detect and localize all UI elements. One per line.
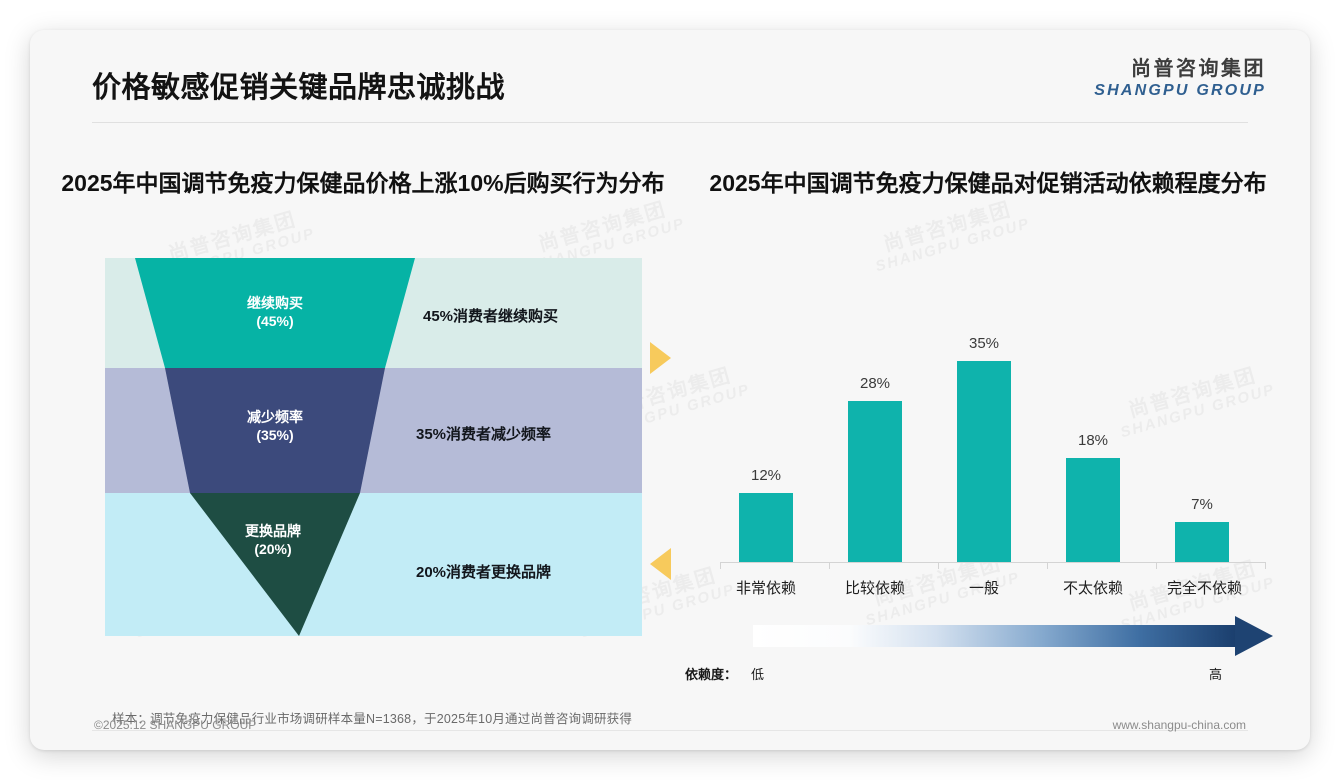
dependency-scale: 依赖度： 低 高 — [685, 616, 1285, 686]
funnel-band-3 — [105, 493, 642, 636]
bar-value-4: 18% — [1077, 432, 1109, 449]
funnel-band-text-3: 20%消费者更换品牌 — [416, 564, 552, 581]
gradient-arrow-icon — [753, 616, 1273, 656]
scale-high-label: 高 — [1209, 667, 1223, 682]
left-chart-title: 2025年中国调节免疫力保健品价格上涨10%后购买行为分布 — [61, 170, 665, 196]
slide-card: 尚普咨询集团 SHANGPU GROUP 尚普咨询集团 SHANGPU GROUP … — [30, 30, 1310, 750]
axis-tick — [720, 562, 721, 569]
right-chart-title: 2025年中国调节免疫力保健品对促销活动依赖程度分布 — [709, 170, 1267, 196]
brand-logo: 尚普咨询集团 SHANGPU GROUP — [1094, 58, 1266, 100]
bar-category-5: 完全不依赖 — [1166, 580, 1242, 597]
header-divider — [92, 122, 1248, 123]
sample-footnote: 样本：调节免疫力保健品行业市场调研样本量N=1368，于2025年10月通过尚普… — [112, 712, 633, 726]
footer-website[interactable]: www.shangpu-china.com — [1112, 718, 1246, 732]
axis-tick — [938, 562, 939, 569]
bar-value-2: 28% — [859, 375, 891, 392]
bar-chart-axis — [720, 562, 1265, 563]
funnel-segment-label-2: 减少频率 (35%) — [247, 409, 303, 444]
axis-tick — [1156, 562, 1157, 569]
funnel-band-text-2: 35%消费者减少频率 — [416, 426, 552, 443]
axis-tick — [829, 562, 830, 569]
bar-non-chang-yi-lai[interactable] — [739, 493, 793, 562]
marker-arrow-left-icon — [650, 548, 671, 580]
bar-wan-quan-bu-yi-lai[interactable] — [1175, 522, 1229, 562]
bar-value-3: 35% — [968, 335, 1000, 352]
bar-category-1: 非常依赖 — [735, 580, 796, 597]
marker-arrow-right-icon — [650, 342, 671, 374]
scale-low-label: 低 — [751, 667, 765, 682]
bar-category-4: 不太依赖 — [1062, 580, 1123, 597]
axis-tick — [1265, 562, 1266, 569]
logo-chinese-name: 尚普咨询集团 — [1131, 58, 1266, 80]
dependency-bar-chart: 12% 28% 35% 18% 7% 非常依赖 比较依赖 一般 不太依赖 完全不… — [685, 285, 1285, 615]
bar-bi-jiao-yi-lai[interactable] — [848, 401, 902, 562]
page-title: 价格敏感促销关键品牌忠诚挑战 — [92, 72, 506, 104]
bar-yi-ban[interactable] — [957, 361, 1011, 562]
funnel-band-text-1: 45%消费者继续购买 — [423, 308, 559, 325]
funnel-chart: 继续购买 (45%) 减少频率 (35%) 更换品牌 (20%) 45%消费者继… — [75, 258, 675, 638]
funnel-segment-label-3: 更换品牌 (20%) — [245, 523, 301, 558]
footer-copyright: ©2025.12 SHANGPU GROUP — [94, 718, 257, 732]
bar-bu-tai-yi-lai[interactable] — [1066, 458, 1120, 562]
footer-divider — [92, 730, 1248, 731]
axis-tick — [1047, 562, 1048, 569]
bar-value-5: 7% — [1191, 496, 1213, 513]
bar-category-3: 一般 — [968, 580, 999, 597]
bar-value-1: 12% — [750, 467, 782, 484]
slide-header: 价格敏感促销关键品牌忠诚挑战 尚普咨询集团 SHANGPU GROUP — [30, 30, 1310, 122]
logo-english-name: SHANGPU GROUP — [1094, 82, 1266, 99]
bar-category-2: 比较依赖 — [844, 580, 905, 597]
funnel-shape — [135, 258, 415, 636]
scale-caption: 依赖度： — [685, 667, 738, 682]
funnel-segment-label-1: 继续购买 (45%) — [247, 295, 303, 330]
